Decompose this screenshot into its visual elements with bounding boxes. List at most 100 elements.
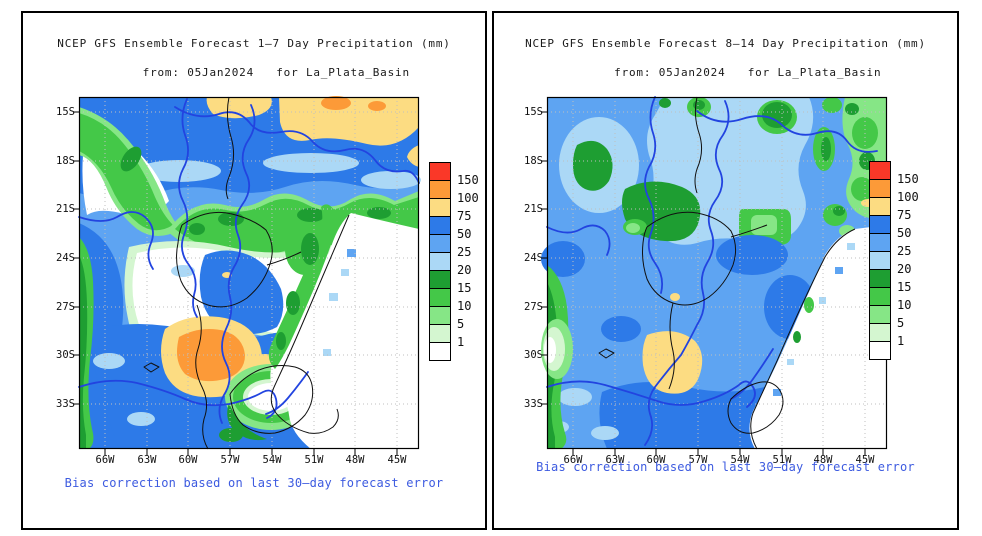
- axis-ticks: [73, 111, 398, 455]
- lat-tick-label: 15S: [56, 106, 75, 118]
- colorbar-segment: [429, 306, 451, 325]
- precip-map-8-14: [541, 96, 888, 455]
- rivers: [546, 96, 878, 446]
- colorbar-segment: [869, 269, 891, 288]
- lon-tick-label: 51W: [772, 454, 792, 466]
- graticule: [79, 97, 419, 449]
- lat-tick-label: 33S: [56, 398, 75, 410]
- lat-tick-label: 30S: [56, 349, 75, 361]
- map-frame: [78, 96, 420, 450]
- colorbar-tick-label: 75: [897, 208, 912, 222]
- colorbar-segment: [869, 287, 891, 306]
- lon-tick-label: 51W: [304, 454, 324, 466]
- colorbar-tick-label: 5: [457, 317, 465, 331]
- title-line2: from: 05Jan2024 for La_Plata_Basin: [614, 66, 882, 79]
- axis-ticks: [541, 111, 866, 455]
- lon-tick-label: 63W: [605, 454, 625, 466]
- title-line1: NCEP GFS Ensemble Forecast 8–14 Day Prec…: [525, 37, 926, 50]
- colorbar-segment: [869, 341, 891, 360]
- lon-tick-label: 60W: [646, 454, 666, 466]
- colorbar-tick-label: 15: [897, 280, 912, 294]
- lat-tick-label: 21S: [524, 203, 543, 215]
- title-line1: NCEP GFS Ensemble Forecast 1–7 Day Preci…: [57, 37, 451, 50]
- lon-tick-label: 54W: [262, 454, 282, 466]
- title-line2: from: 05Jan2024 for La_Plata_Basin: [142, 66, 410, 79]
- colorbar-segment: [869, 179, 891, 198]
- lon-tick-label: 48W: [813, 454, 833, 466]
- colorbar-segment: [869, 233, 891, 252]
- lon-tick-label: 45W: [387, 454, 407, 466]
- precip-map-svg: [73, 96, 421, 455]
- lon-tick-label: 45W: [855, 454, 875, 466]
- colorbar-tick-label: 100: [897, 190, 919, 204]
- colorbar-tick-label: 50: [457, 227, 472, 241]
- lat-tick-label: 27S: [56, 301, 75, 313]
- colorbar-tick-label: 150: [897, 172, 919, 186]
- precip-fills: [79, 96, 421, 449]
- country-borders: [143, 96, 350, 450]
- lat-tick-label: 18S: [56, 155, 75, 167]
- colorbar-segment: [429, 180, 451, 199]
- lat-tick-label: 27S: [524, 301, 543, 313]
- precip-fills: [541, 97, 887, 449]
- colorbar-segment: [429, 252, 451, 271]
- panel-forecast-8-14: NCEP GFS Ensemble Forecast 8–14 Day Prec…: [492, 11, 959, 530]
- lon-tick-label: 63W: [137, 454, 157, 466]
- bias-caption: Bias correction based on last 30–day for…: [64, 476, 444, 490]
- rivers: [78, 98, 420, 424]
- lon-tick-label: 60W: [178, 454, 198, 466]
- colorbar-segment: [869, 197, 891, 216]
- colorbar-tick-label: 25: [897, 244, 912, 258]
- lat-tick-label: 18S: [524, 155, 543, 167]
- precip-map-1-7: [73, 96, 421, 455]
- graticule: [547, 97, 887, 449]
- colorbar: 150 100 75 50 25 20 15 10 5 1: [429, 162, 479, 361]
- colorbar-segment: [869, 323, 891, 342]
- colorbar-segment: [429, 216, 451, 235]
- lat-tick-label: 30S: [524, 349, 543, 361]
- colorbar-segment: [869, 305, 891, 324]
- lon-tick-label: 66W: [95, 454, 115, 466]
- lon-tick-label: 57W: [220, 454, 240, 466]
- colorbar-tick-label: 10: [457, 299, 472, 313]
- colorbar-tick-label: 1: [457, 335, 465, 349]
- colorbar-segment: [429, 288, 451, 307]
- lat-tick-label: 15S: [524, 106, 543, 118]
- ocean: [749, 225, 887, 449]
- bias-caption: Bias correction based on last 30–day for…: [536, 460, 915, 474]
- colorbar-tick-label: 150: [457, 173, 479, 187]
- colorbar-segment: [869, 215, 891, 234]
- lon-tick-label: 57W: [688, 454, 708, 466]
- lat-tick-label: 24S: [56, 252, 75, 264]
- panel-forecast-1-7: NCEP GFS Ensemble Forecast 1–7 Day Preci…: [21, 11, 487, 530]
- colorbar-tick-label: 20: [457, 263, 472, 277]
- colorbar-tick-label: 1: [897, 334, 905, 348]
- colorbar-segment: [429, 162, 451, 181]
- colorbar-segment: [869, 161, 891, 180]
- lat-tick-label: 21S: [56, 203, 75, 215]
- colorbar-segment: [429, 324, 451, 343]
- colorbar-tick-label: 25: [457, 245, 472, 259]
- colorbar-tick-label: 20: [897, 262, 912, 276]
- lat-tick-label: 24S: [524, 252, 543, 264]
- colorbar-tick-label: 15: [457, 281, 472, 295]
- colorbar-segment: [429, 270, 451, 289]
- ocean: [270, 213, 419, 449]
- colorbar-segment: [429, 198, 451, 217]
- colorbar-segment: [429, 234, 451, 253]
- colorbar-tick-label: 10: [897, 298, 912, 312]
- lon-tick-label: 48W: [345, 454, 365, 466]
- lat-tick-label: 33S: [524, 398, 543, 410]
- lon-tick-label: 66W: [563, 454, 583, 466]
- precip-map-svg: [541, 96, 888, 455]
- colorbar-segment: [869, 251, 891, 270]
- lon-tick-label: 54W: [730, 454, 750, 466]
- colorbar-tick-label: 5: [897, 316, 905, 330]
- colorbar-segment: [429, 342, 451, 361]
- colorbar-tick-label: 100: [457, 191, 479, 205]
- colorbar-tick-label: 50: [897, 226, 912, 240]
- colorbar-tick-label: 75: [457, 209, 472, 223]
- colorbar: 150 100 75 50 25 20 15 10 5 1: [869, 161, 919, 360]
- country-borders: [598, 96, 856, 450]
